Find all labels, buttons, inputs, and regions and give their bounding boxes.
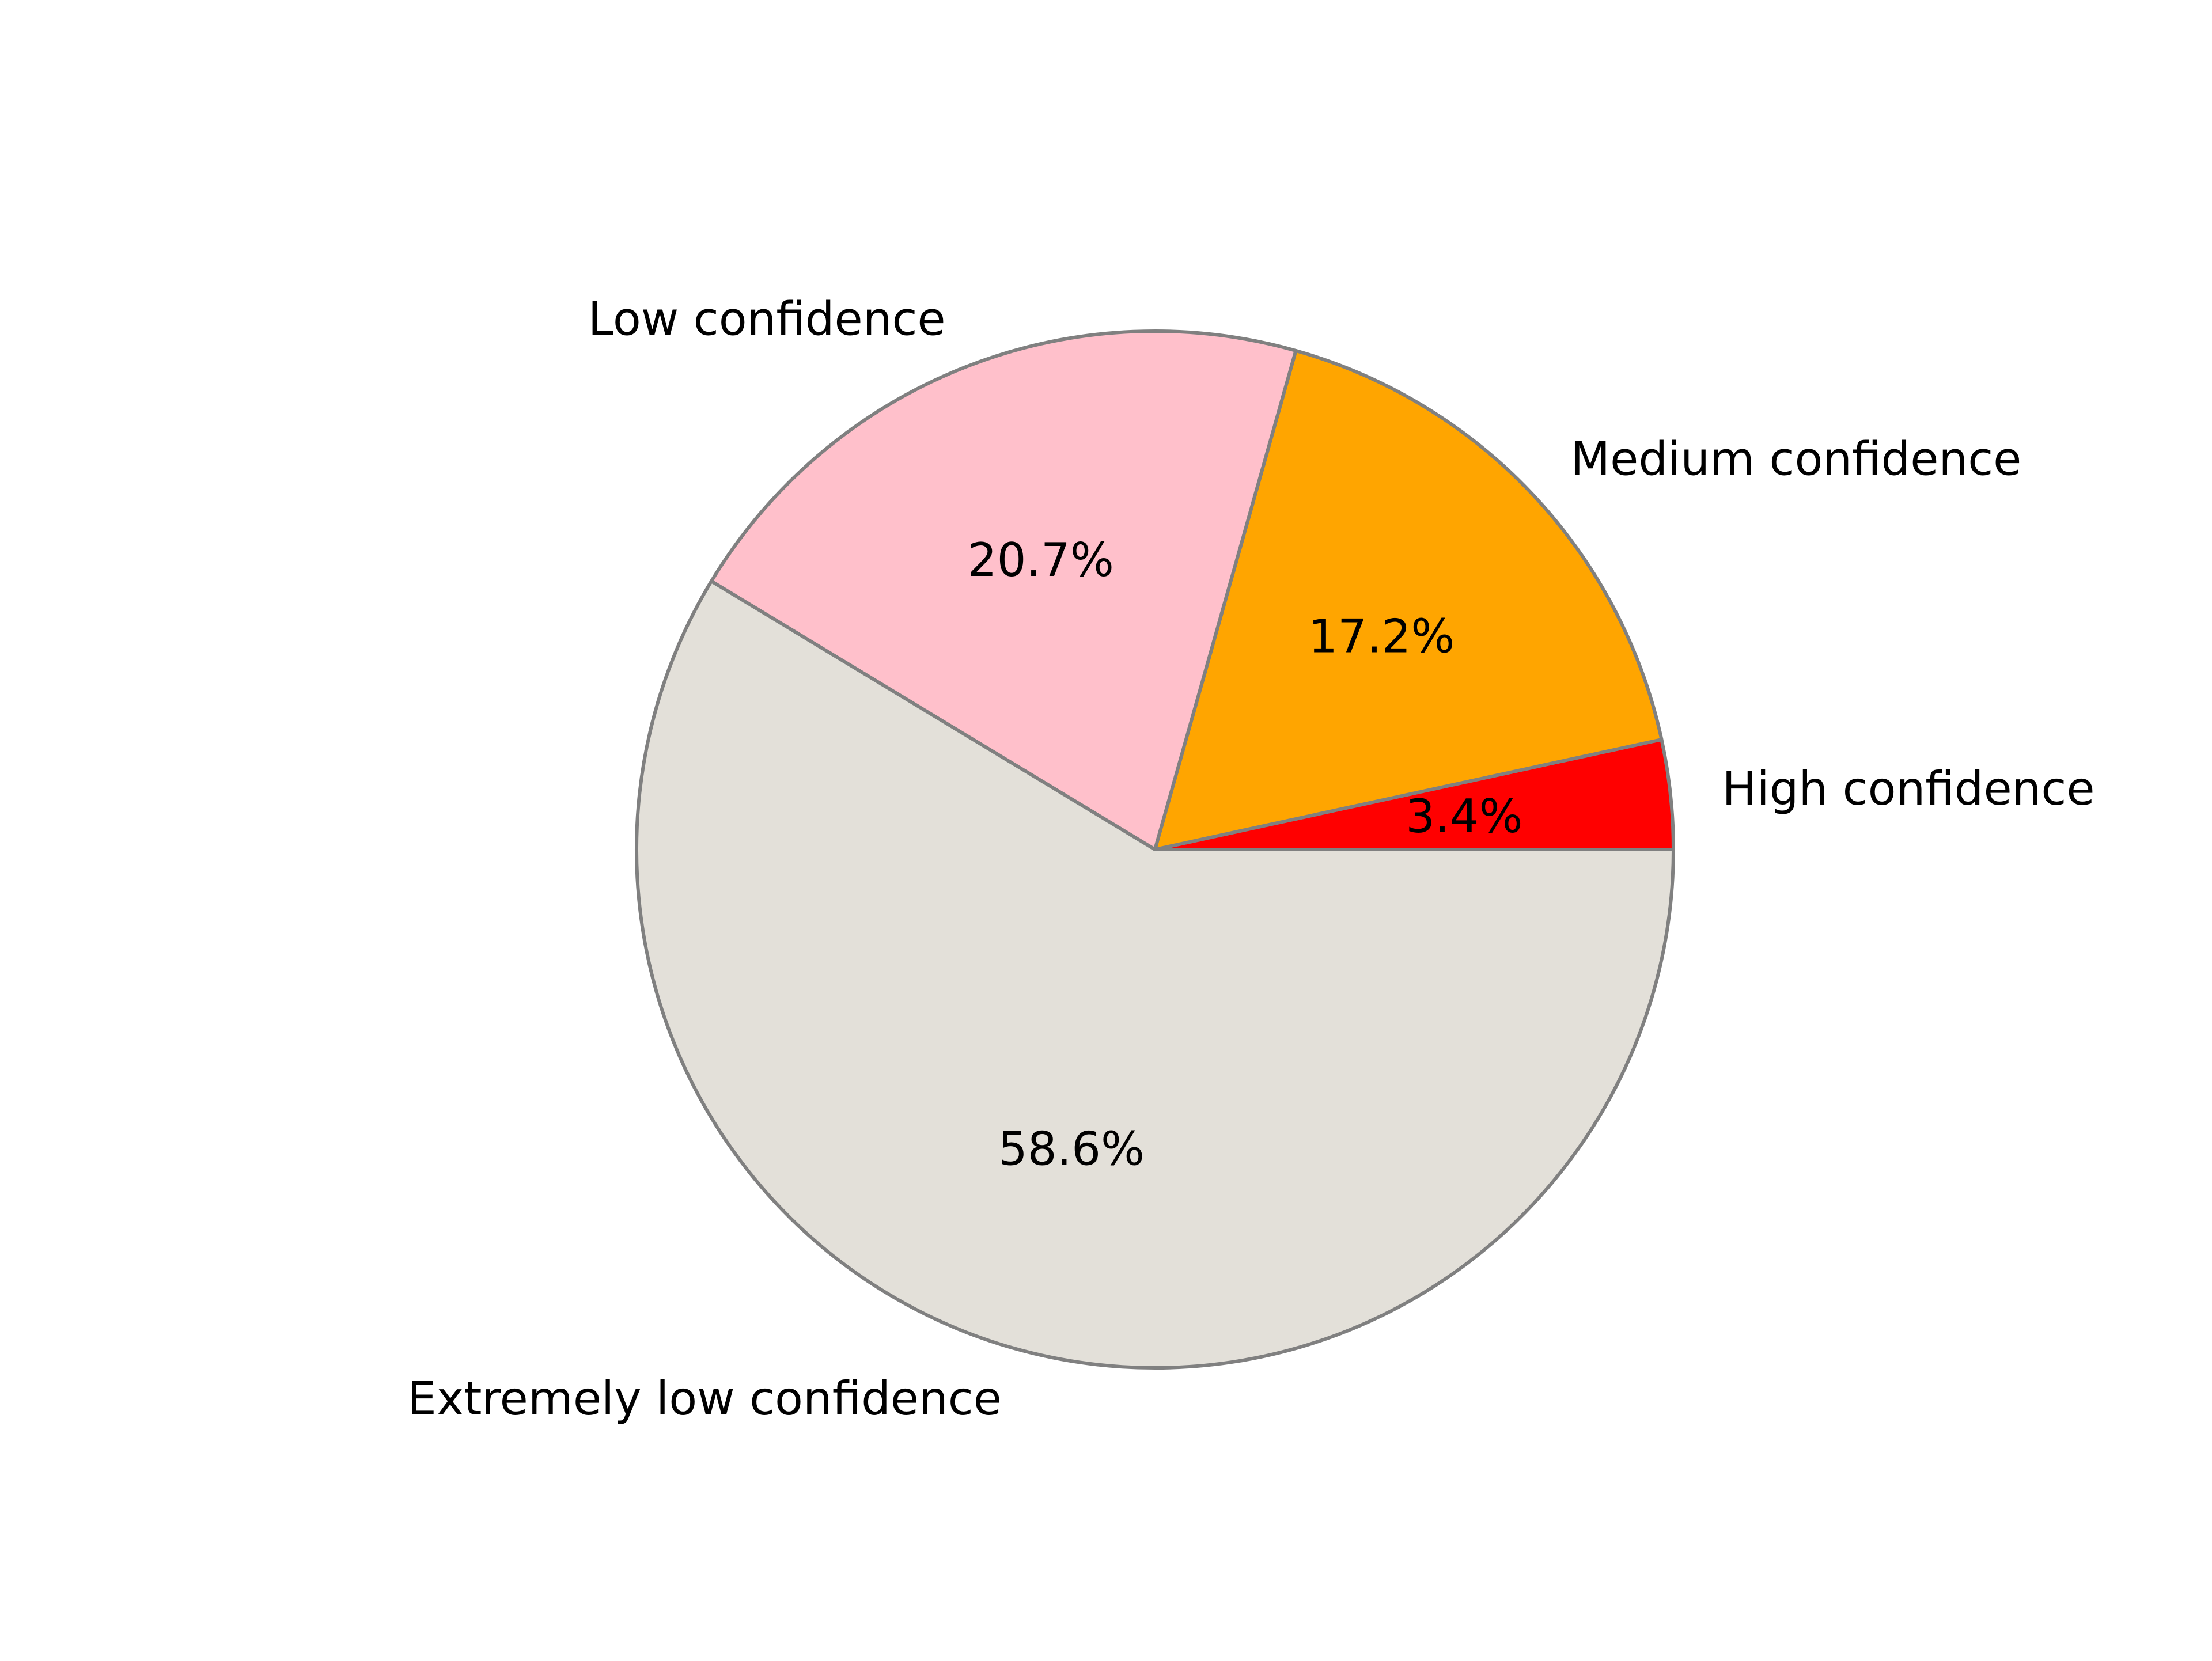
category-label-low-confidence: Low confidence [588, 293, 946, 346]
category-labels: High confidence Medium confidence Low conf… [407, 293, 2094, 1426]
category-label-high-confidence: High confidence [1722, 762, 2094, 816]
pie-slice-medium-confidence [1153, 348, 1664, 851]
category-label-medium-confidence: Medium confidence [1570, 432, 2021, 486]
pct-label-high-confidence: 3.4% [1406, 790, 1522, 843]
pct-label-low-confidence: 20.7% [968, 533, 1114, 587]
pct-label-extremely-low-confidence: 58.6% [998, 1122, 1145, 1176]
category-label-extremely-low-confidence: Extremely low confidence [407, 1372, 1002, 1425]
pie-slices [635, 329, 1675, 1370]
pct-label-medium-confidence: 17.2% [1308, 610, 1455, 663]
pie-slice-low-confidence [709, 329, 1298, 851]
percentage-labels: 3.4% 17.2% 20.7% 58.6% [968, 533, 1523, 1175]
pie-slice-extremely-low-confidence [635, 579, 1675, 1370]
